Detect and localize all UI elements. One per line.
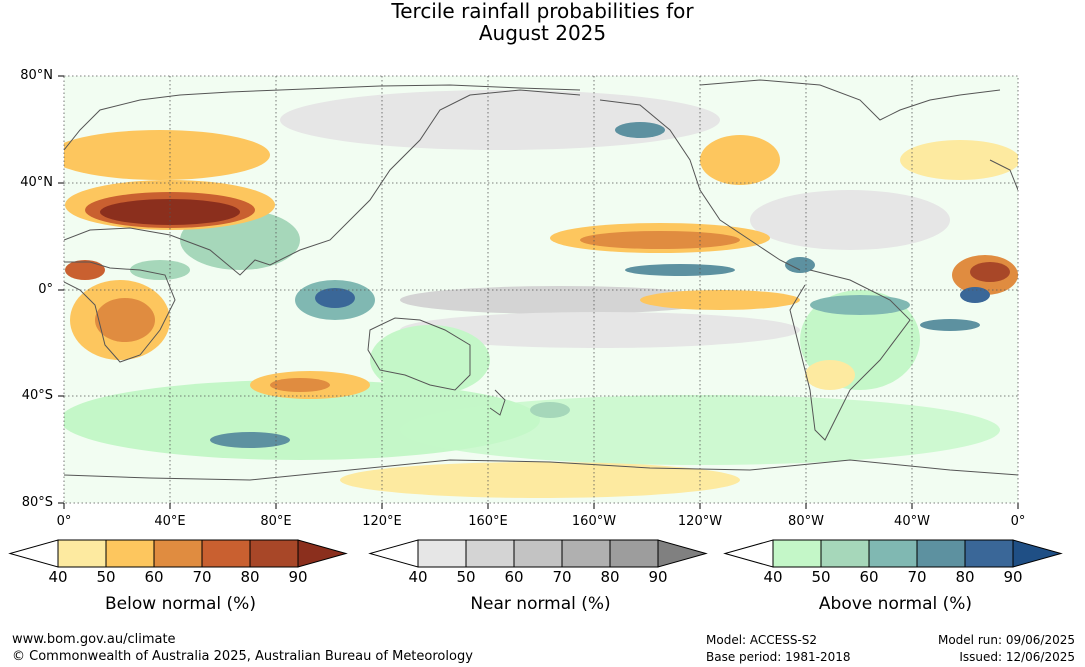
graticule xyxy=(64,76,1018,503)
legend-swatch xyxy=(772,539,822,568)
legend-near-normal-title: Near normal (%) xyxy=(470,594,611,614)
legend-above-normal: 40 50 60 70 80 90 xyxy=(723,539,1063,586)
lon-label-0: 0° xyxy=(56,514,72,529)
lat-label-40s: 40°S xyxy=(21,388,53,403)
map-title-line1: Tercile rainfall probabilities for xyxy=(391,0,694,23)
legend-tick-label: 70 xyxy=(552,568,571,586)
legend-arrow-high xyxy=(297,539,348,568)
footer-base-period: Base period: 1981-2018 xyxy=(706,650,851,664)
legend-swatch xyxy=(201,539,251,568)
legend-tick-label: 50 xyxy=(96,568,115,586)
legend-arrow-high xyxy=(1012,539,1063,568)
footer-model-run: Model run: 09/06/2025 xyxy=(937,633,1075,647)
legend-swatch xyxy=(916,539,966,568)
legend-tick-label: 90 xyxy=(288,568,307,586)
legend-arrow-low xyxy=(8,539,59,568)
legend-near-normal: 40 50 60 70 80 90 xyxy=(368,539,708,586)
legend-swatch xyxy=(465,539,515,568)
legend-swatch xyxy=(964,539,1014,568)
legend-arrow-low xyxy=(368,539,419,568)
lon-label-0-east: 0° xyxy=(1010,514,1026,529)
axis-ticks xyxy=(58,75,1019,509)
legend-tick-label: 60 xyxy=(859,568,878,586)
lon-label-120w: 120°W xyxy=(677,514,723,529)
lon-label-40w: 40°W xyxy=(894,514,930,529)
legend-swatch xyxy=(105,539,155,568)
legend-swatch xyxy=(820,539,870,568)
footer-copyright: © Commonwealth of Australia 2025, Austra… xyxy=(12,649,473,664)
legend-tick-label: 70 xyxy=(907,568,926,586)
map-title-line2: August 2025 xyxy=(478,21,607,45)
legend-above-normal-title: Above normal (%) xyxy=(818,594,973,614)
legend-swatch xyxy=(609,539,659,568)
legend-arrow-high xyxy=(657,539,708,568)
legend-tick-label: 60 xyxy=(144,568,163,586)
legend-tick-label: 90 xyxy=(648,568,667,586)
lat-label-40n: 40°N xyxy=(20,175,53,190)
legend-tick-label: 80 xyxy=(240,568,259,586)
legend-swatch xyxy=(249,539,299,568)
legend-tick-label: 80 xyxy=(955,568,974,586)
footer-issued: Issued: 12/06/2025 xyxy=(959,650,1075,664)
lat-label-0: 0° xyxy=(38,282,53,297)
legend-swatch xyxy=(153,539,203,568)
legend-tick-label: 40 xyxy=(48,568,67,586)
legend-swatch xyxy=(513,539,563,568)
legend-tick-label: 40 xyxy=(408,568,427,586)
legend-swatch xyxy=(868,539,918,568)
legend-tick-label: 60 xyxy=(504,568,523,586)
legend-swatch xyxy=(561,539,611,568)
lat-label-80n: 80°N xyxy=(20,68,53,83)
lon-label-80w: 80°W xyxy=(788,514,824,529)
probability-fields xyxy=(64,76,1018,503)
lon-label-80e: 80°E xyxy=(260,514,292,529)
lon-label-160e: 160°E xyxy=(468,514,508,529)
legend-below-normal: 40 50 60 70 80 90 xyxy=(8,539,348,586)
legend-tick-label: 90 xyxy=(1003,568,1022,586)
legend-below-normal-title: Below normal (%) xyxy=(105,594,256,614)
footer-model: Model: ACCESS-S2 xyxy=(706,633,818,647)
coastlines xyxy=(64,79,1018,481)
legend-swatch xyxy=(57,539,107,568)
lon-label-160w: 160°W xyxy=(571,514,617,529)
legend-tick-label: 50 xyxy=(811,568,830,586)
lon-label-120e: 120°E xyxy=(362,514,402,529)
legend-arrow-low xyxy=(723,539,774,568)
lat-label-80s: 80°S xyxy=(21,495,53,510)
legend-tick-label: 80 xyxy=(600,568,619,586)
legend-swatch xyxy=(417,539,467,568)
lon-label-40e: 40°E xyxy=(154,514,186,529)
footer-url: www.bom.gov.au/climate xyxy=(12,632,176,647)
legend-tick-label: 40 xyxy=(763,568,782,586)
legend-tick-label: 50 xyxy=(456,568,475,586)
legend-tick-label: 70 xyxy=(192,568,211,586)
